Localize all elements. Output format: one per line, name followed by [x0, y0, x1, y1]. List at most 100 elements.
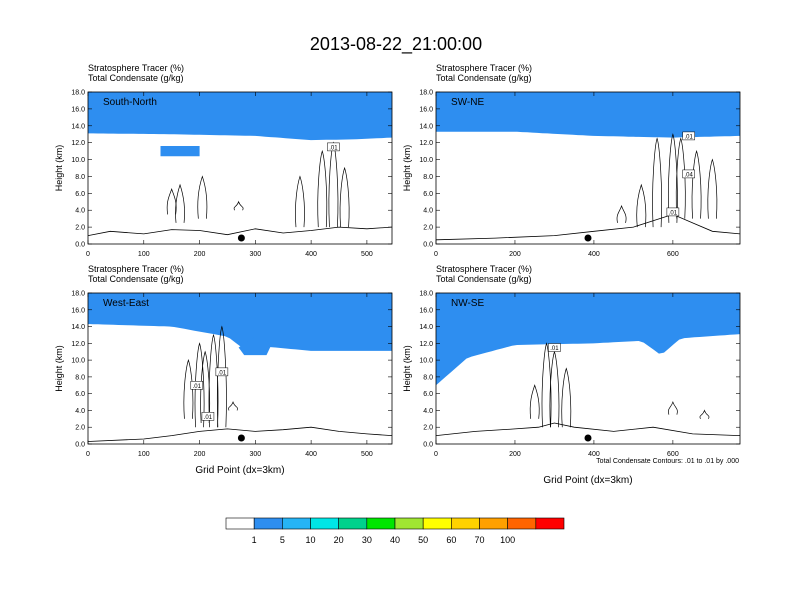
y-tick-label: 6.0: [75, 391, 85, 398]
panel-header-line2: Total Condensate (g/kg): [88, 73, 184, 83]
panels: .01 0 100 200 300 400 500 0.0 2.0 4.0 6.0 8.0 10.0 12…: [54, 63, 741, 486]
y-tick-label: 6.0: [75, 191, 85, 198]
x-tick-label: 400: [305, 451, 317, 458]
x-tick-label: 600: [667, 251, 679, 258]
contour-label-box: [682, 169, 695, 179]
y-tick-label: 16.0: [71, 106, 85, 113]
panel-sw-ne: .01 .04 .01 0 200 400 600 0.0 2.0 4.0 6.0 8.0 10.0 12…: [402, 63, 741, 258]
panel-section-label: South-North: [103, 97, 157, 108]
x-tick-label: 100: [138, 451, 150, 458]
panel-header-line1: Stratosphere Tracer (%): [88, 264, 184, 274]
stratosphere-tracer-fill: [436, 92, 740, 138]
condensate-contour: [616, 204, 627, 223]
x-tick-label: 300: [249, 451, 261, 458]
contour-label-box: [215, 367, 229, 377]
terrain-line: [436, 213, 740, 241]
y-tick-label: 10.0: [419, 358, 433, 365]
panel-section-label: NW-SE: [451, 298, 484, 309]
condensate-contour: [339, 166, 350, 228]
colorbar-label: 70: [474, 535, 484, 545]
y-tick-label: 4.0: [75, 208, 85, 215]
panel-header-line2: Total Condensate (g/kg): [436, 274, 532, 284]
y-tick-label: 10.0: [71, 358, 85, 365]
y-tick-label: 14.0: [419, 324, 433, 331]
stratosphere-tracer-fill: [88, 293, 392, 356]
figure-title: 2013-08-22_21:00:00: [310, 34, 482, 55]
plot-frame: [435, 91, 741, 245]
colorbar-label: 40: [390, 535, 400, 545]
y-tick-label: 14.0: [71, 324, 85, 331]
x-tick-label: 500: [361, 251, 373, 258]
x-tick-label: 0: [86, 251, 90, 258]
x-tick-label: 0: [434, 251, 438, 258]
y-tick-label: 12.0: [419, 140, 433, 147]
contour-label: .01: [550, 346, 559, 352]
location-marker: [237, 434, 245, 442]
x-tick-label: 300: [249, 251, 261, 258]
condensate-contour: [541, 342, 552, 428]
condensate-contour: [561, 367, 572, 428]
condensate-contour: [667, 133, 678, 223]
y-tick-label: 0.0: [423, 442, 433, 449]
tracer-band: [436, 92, 740, 138]
contour-label-box: [190, 381, 204, 390]
colorbar-swatch: [225, 517, 255, 530]
condensate-contour: [233, 200, 244, 211]
contour-label: .01: [685, 134, 694, 140]
y-tick-label: 16.0: [419, 307, 433, 314]
condensate-contour: [175, 183, 185, 223]
contour-label-box: [666, 207, 680, 217]
condensate-contour: [707, 158, 718, 219]
panel-west-east: .01 .01 .01 0 100 200 300 400 500 0.0 2.0 4.0 6.0 8.0…: [54, 264, 393, 476]
panel-header-line2: Total Condensate (g/kg): [436, 73, 532, 83]
terrain-line: [88, 426, 392, 442]
colorbar-label: 20: [334, 535, 344, 545]
colorbar-swatch: [394, 517, 424, 530]
stratosphere-tracer-fill: [88, 92, 392, 157]
colorbar-label: 10: [305, 535, 315, 545]
x-axis-label: Grid Point (dx=3km): [195, 465, 284, 476]
panel-header-line1: Stratosphere Tracer (%): [436, 264, 532, 274]
y-tick-label: 2.0: [423, 225, 433, 232]
panel-nw-se: .01 0 200 400 600 0.0 2.0 4.0 6.0 8.0 10.0 12.0 14.0…: [402, 264, 741, 486]
y-tick-label: 8.0: [75, 374, 85, 381]
condensate-contour: [317, 150, 328, 228]
condensate-contour: [691, 150, 702, 219]
y-tick-label: 16.0: [71, 307, 85, 314]
y-tick-label: 12.0: [419, 341, 433, 348]
tracer-blob: [238, 336, 273, 356]
colorbar-swatch: [422, 517, 452, 530]
condensate-contour: [216, 325, 227, 428]
location-marker: [237, 234, 245, 242]
x-tick-label: 600: [667, 451, 679, 458]
y-tick-label: 4.0: [75, 408, 85, 415]
y-axis-label: Height (km): [402, 345, 412, 392]
colorbar-label: 50: [418, 535, 428, 545]
colorbar-swatch: [310, 517, 339, 530]
x-tick-label: 400: [588, 451, 600, 458]
tracer-blob: [160, 146, 200, 157]
y-tick-label: 0.0: [423, 242, 433, 249]
contour-label: .01: [218, 370, 227, 376]
stratosphere-tracer-fill: [436, 293, 740, 386]
contour-label: .04: [685, 172, 694, 178]
y-tick-label: 2.0: [75, 225, 85, 232]
condensate-contours: [183, 325, 238, 428]
plot-frame: [435, 292, 741, 445]
x-tick-label: 0: [434, 451, 438, 458]
condensate-contour: [668, 400, 678, 415]
y-axis-label: Height (km): [54, 145, 64, 192]
y-tick-label: 0.0: [75, 242, 85, 249]
colorbar-label: 100: [500, 535, 515, 545]
colorbar-swatch: [451, 517, 480, 530]
y-tick-label: 12.0: [71, 140, 85, 147]
condensate-contour: [200, 350, 211, 424]
plot-frame: [87, 91, 393, 245]
y-tick-label: 18.0: [71, 90, 85, 97]
colorbar-swatch: [366, 517, 396, 530]
panel-section-label: West-East: [103, 298, 149, 309]
contour-label: .01: [204, 415, 213, 421]
colorbar-swatch: [338, 517, 368, 530]
condensate-contour: [183, 359, 194, 419]
